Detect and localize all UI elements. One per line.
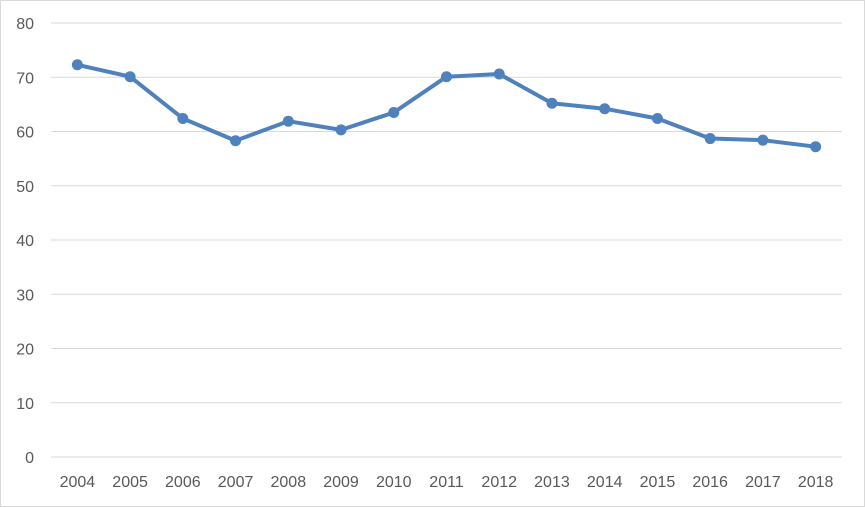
y-tick-label-50: 50 — [16, 179, 34, 196]
x-tick-label-2013: 2013 — [534, 474, 570, 491]
x-tick-label-2016: 2016 — [692, 474, 728, 491]
x-tick-label-2015: 2015 — [640, 474, 676, 491]
x-tick-label-2004: 2004 — [60, 474, 96, 491]
data-point-2014 — [599, 103, 611, 115]
data-point-2013 — [546, 97, 558, 109]
x-tick-label-2017: 2017 — [745, 474, 781, 491]
data-point-2018 — [810, 141, 822, 153]
y-tick-label-70: 70 — [16, 70, 34, 87]
x-tick-label-2009: 2009 — [323, 474, 359, 491]
data-point-2015 — [651, 112, 663, 124]
y-tick-label-80: 80 — [16, 16, 34, 33]
data-point-2011 — [441, 71, 452, 83]
x-tick-label-2011: 2011 — [429, 474, 464, 491]
x-tick-label-2007: 2007 — [218, 474, 254, 491]
y-tick-label-40: 40 — [16, 233, 34, 250]
data-point-2008 — [282, 115, 294, 127]
data-point-2009 — [335, 124, 347, 136]
data-point-2012 — [493, 68, 505, 80]
gridlines — [51, 22, 842, 458]
data-point-2004 — [71, 59, 83, 71]
x-tick-label-2006: 2006 — [165, 474, 201, 491]
x-tick-label-2010: 2010 — [376, 474, 412, 491]
y-tick-label-30: 30 — [16, 287, 34, 304]
series-group — [71, 59, 822, 153]
data-point-2016 — [704, 133, 716, 145]
x-tick-label-2008: 2008 — [271, 474, 307, 491]
data-point-2005 — [124, 71, 136, 83]
x-tick-label-2018: 2018 — [798, 474, 834, 491]
data-point-2017 — [757, 134, 769, 146]
y-tick-label-60: 60 — [16, 125, 34, 142]
y-tick-label-0: 0 — [25, 450, 34, 467]
data-point-2010 — [388, 107, 400, 119]
data-point-2006 — [177, 112, 189, 124]
x-tick-label-2012: 2012 — [481, 474, 517, 491]
y-tick-label-20: 20 — [16, 342, 34, 359]
x-axis-tick-labels: 2004 2005 2006 2007 2008 2009 2010 2011 2012 2013… — [60, 474, 834, 491]
y-tick-label-10: 10 — [16, 396, 34, 413]
data-point-2007 — [230, 135, 242, 147]
y-axis-tick-labels: 0 10 20 30 40 50 60 70 80 — [16, 16, 34, 467]
x-tick-label-2014: 2014 — [587, 474, 623, 491]
x-tick-label-2005: 2005 — [112, 474, 148, 491]
